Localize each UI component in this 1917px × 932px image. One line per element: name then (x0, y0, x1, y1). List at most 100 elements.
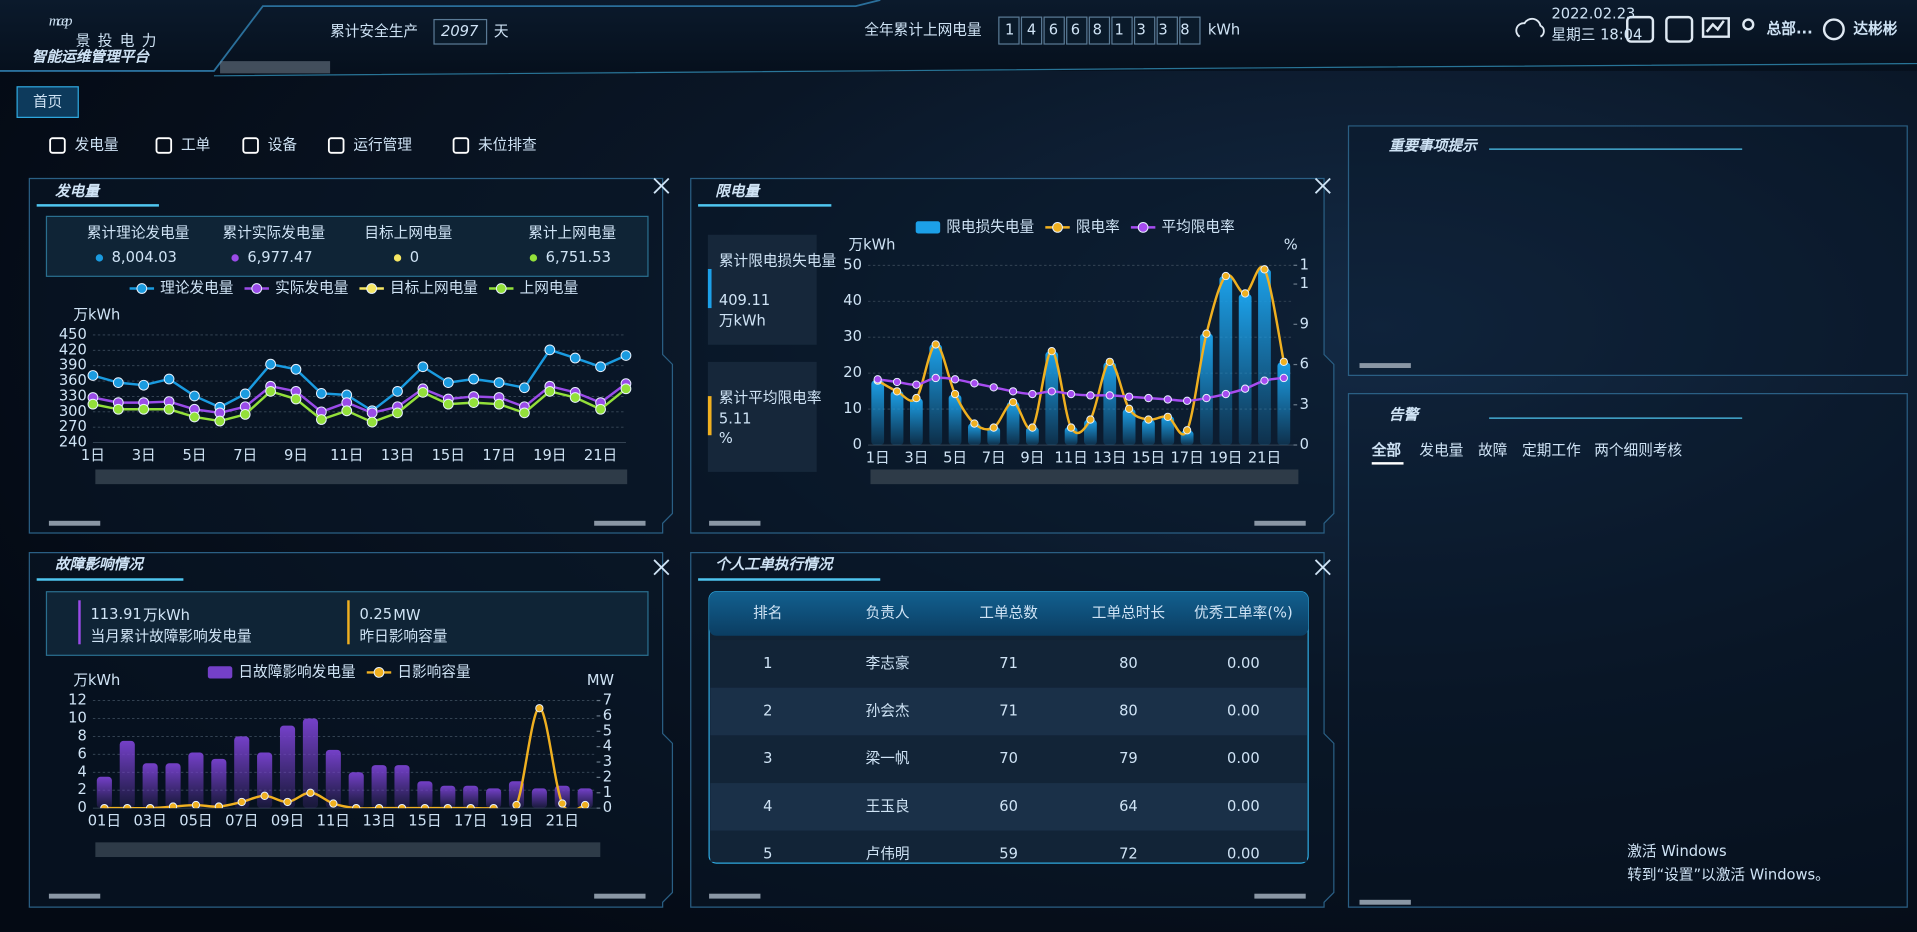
bar (1161, 416, 1175, 446)
menu-item[interactable]: 未位排查 (478, 136, 537, 153)
y2-tick-label: 0 (603, 799, 612, 816)
header-glow (213, 62, 1917, 77)
point (392, 407, 403, 419)
line (877, 376, 1284, 403)
expand-icon[interactable] (1314, 559, 1331, 576)
alert-tab[interactable]: 两个细则考核 (1594, 442, 1682, 459)
point (1144, 393, 1153, 403)
point (468, 397, 480, 408)
point (512, 800, 521, 809)
point (112, 403, 124, 415)
user-icon[interactable] (1822, 18, 1845, 41)
safety-days: 2097 (441, 23, 479, 40)
point (595, 361, 606, 373)
point (442, 398, 454, 410)
table-header (709, 591, 1309, 636)
menu-item[interactable]: 发电量 (75, 136, 119, 153)
corner-deco (1254, 520, 1306, 526)
menu-icon[interactable] (327, 137, 345, 154)
point (1086, 391, 1095, 400)
menu-icon[interactable] (452, 137, 470, 154)
menu-item[interactable]: 设备 (268, 136, 298, 153)
home-tab-box[interactable] (16, 86, 79, 118)
table-cell: 卢伟明 (866, 846, 910, 863)
alert-tab[interactable]: 发电量 (1419, 442, 1463, 459)
legend-label: 日故障影响发电量 (238, 662, 355, 680)
x-tick-label: 19日 (1209, 449, 1242, 466)
menu-item[interactable]: 运行管理 (353, 136, 412, 153)
bar (1103, 362, 1117, 446)
cloud-icon[interactable] (1515, 17, 1545, 38)
user-name[interactable]: 达彬彬 (1853, 19, 1897, 37)
tab-underline (1371, 462, 1404, 465)
table-cell: 4 (763, 798, 772, 815)
bar (1258, 268, 1271, 446)
org-menu[interactable]: 总部... (1767, 19, 1813, 37)
legend-swatch (1052, 222, 1063, 233)
point (1202, 393, 1211, 403)
point (1202, 329, 1211, 338)
corner-deco (594, 520, 646, 526)
y-tick-label: 450 (59, 326, 87, 343)
digit-box (1088, 16, 1111, 45)
x-tick-label: 17日 (454, 813, 487, 830)
table-row (710, 687, 1307, 736)
point (315, 414, 327, 425)
stat-dot (231, 254, 239, 262)
table-header-cell: 工单总时长 (1092, 605, 1166, 622)
menu-icon[interactable] (242, 137, 259, 154)
zoom-slider[interactable] (95, 842, 601, 858)
x-tick-label: 5日 (943, 449, 967, 466)
alert-tab[interactable]: 故障 (1478, 441, 1508, 459)
app-icon[interactable] (1665, 15, 1694, 43)
x-tick-label: 05日 (179, 813, 212, 830)
header-icons (1515, 15, 1845, 43)
y-tick-label: 0 (853, 436, 862, 453)
zoom-slider[interactable] (95, 469, 628, 485)
panel-title: 告警 (1389, 407, 1422, 424)
point (214, 415, 226, 427)
table-row (710, 783, 1307, 831)
menu-icon[interactable] (155, 137, 173, 154)
zoom-slider[interactable] (870, 469, 1299, 485)
menu-icon[interactable] (49, 137, 66, 154)
legend-label: 上网电量 (520, 280, 579, 297)
y-tick-label: 390 (59, 357, 87, 374)
x-tick-label: 01日 (88, 813, 121, 830)
expand-icon[interactable] (653, 177, 670, 194)
bar (987, 427, 1001, 446)
bar (1026, 427, 1039, 446)
panel-title: 故障影响情况 (55, 556, 145, 573)
monitor-icon[interactable] (1701, 17, 1730, 38)
bar (1122, 409, 1136, 446)
point (100, 803, 109, 809)
stat-unit: 万kWh (143, 607, 190, 624)
x-tick-label: 07日 (225, 813, 258, 830)
table-header-cell: 排名 (753, 605, 782, 622)
header-deco (220, 61, 331, 74)
y-axis-label: 万kWh (73, 306, 120, 323)
expand-icon[interactable] (1314, 177, 1331, 194)
y-tick-label: 8 (77, 727, 86, 744)
corner-deco (1359, 899, 1411, 905)
point (1124, 404, 1134, 413)
zoom-sliders (95, 469, 1299, 858)
home-tab[interactable]: 首页 (33, 94, 62, 111)
legend-label: 限电损失电量 (946, 218, 1034, 235)
legend-label: 日影响容量 (397, 663, 470, 680)
app-icon[interactable] (1626, 15, 1655, 43)
point (1008, 387, 1018, 396)
y-tick-label: 10 (843, 400, 862, 417)
alert-tab[interactable]: 全部 (1371, 441, 1402, 459)
point (950, 375, 960, 384)
stat-dot (393, 254, 402, 262)
series-line (100, 704, 590, 809)
point (1105, 357, 1114, 367)
group-icon[interactable] (1742, 18, 1755, 31)
legend-label: 目标上网电量 (390, 280, 478, 297)
stat-value: 5.11 (719, 410, 752, 427)
expand-icon[interactable] (653, 559, 670, 576)
stat-dot (95, 254, 104, 262)
menu-item[interactable]: 工单 (181, 136, 210, 153)
alert-tab[interactable]: 定期工作 (1522, 442, 1581, 459)
